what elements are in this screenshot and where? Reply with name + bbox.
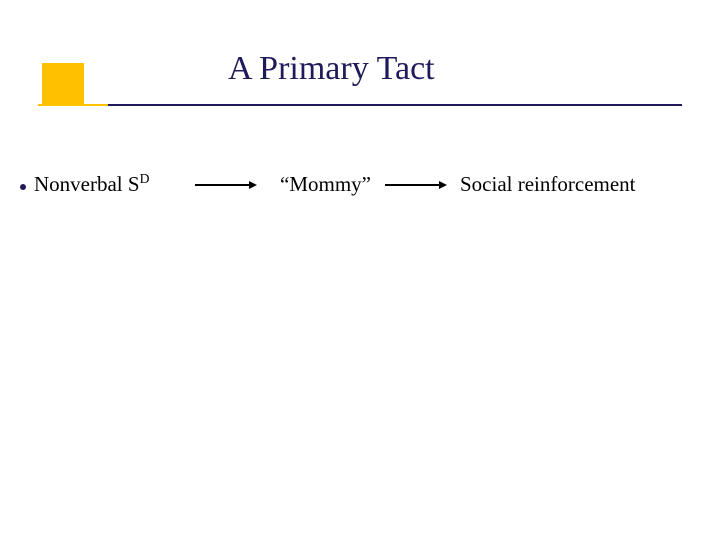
accent-square [42, 63, 84, 105]
slide: { "title": { "text": "A Primary Tact", "… [0, 0, 720, 540]
bullet-icon [20, 184, 26, 190]
arrow-2-head-icon [439, 181, 447, 189]
term-nonverbal: Nonverbal SD [34, 172, 149, 197]
title-rule-long [38, 104, 682, 106]
arrow-1-head-icon [249, 181, 257, 189]
arrow-1-line [195, 184, 250, 186]
term-nonverbal-sup: D [140, 171, 150, 186]
term-nonverbal-pre: Nonverbal S [34, 172, 140, 196]
slide-title: A Primary Tact [228, 50, 435, 88]
title-rule-short [38, 104, 108, 106]
arrow-2-line [385, 184, 440, 186]
term-mommy: “Mommy” [280, 172, 371, 197]
term-social: Social reinforcement [460, 172, 636, 197]
